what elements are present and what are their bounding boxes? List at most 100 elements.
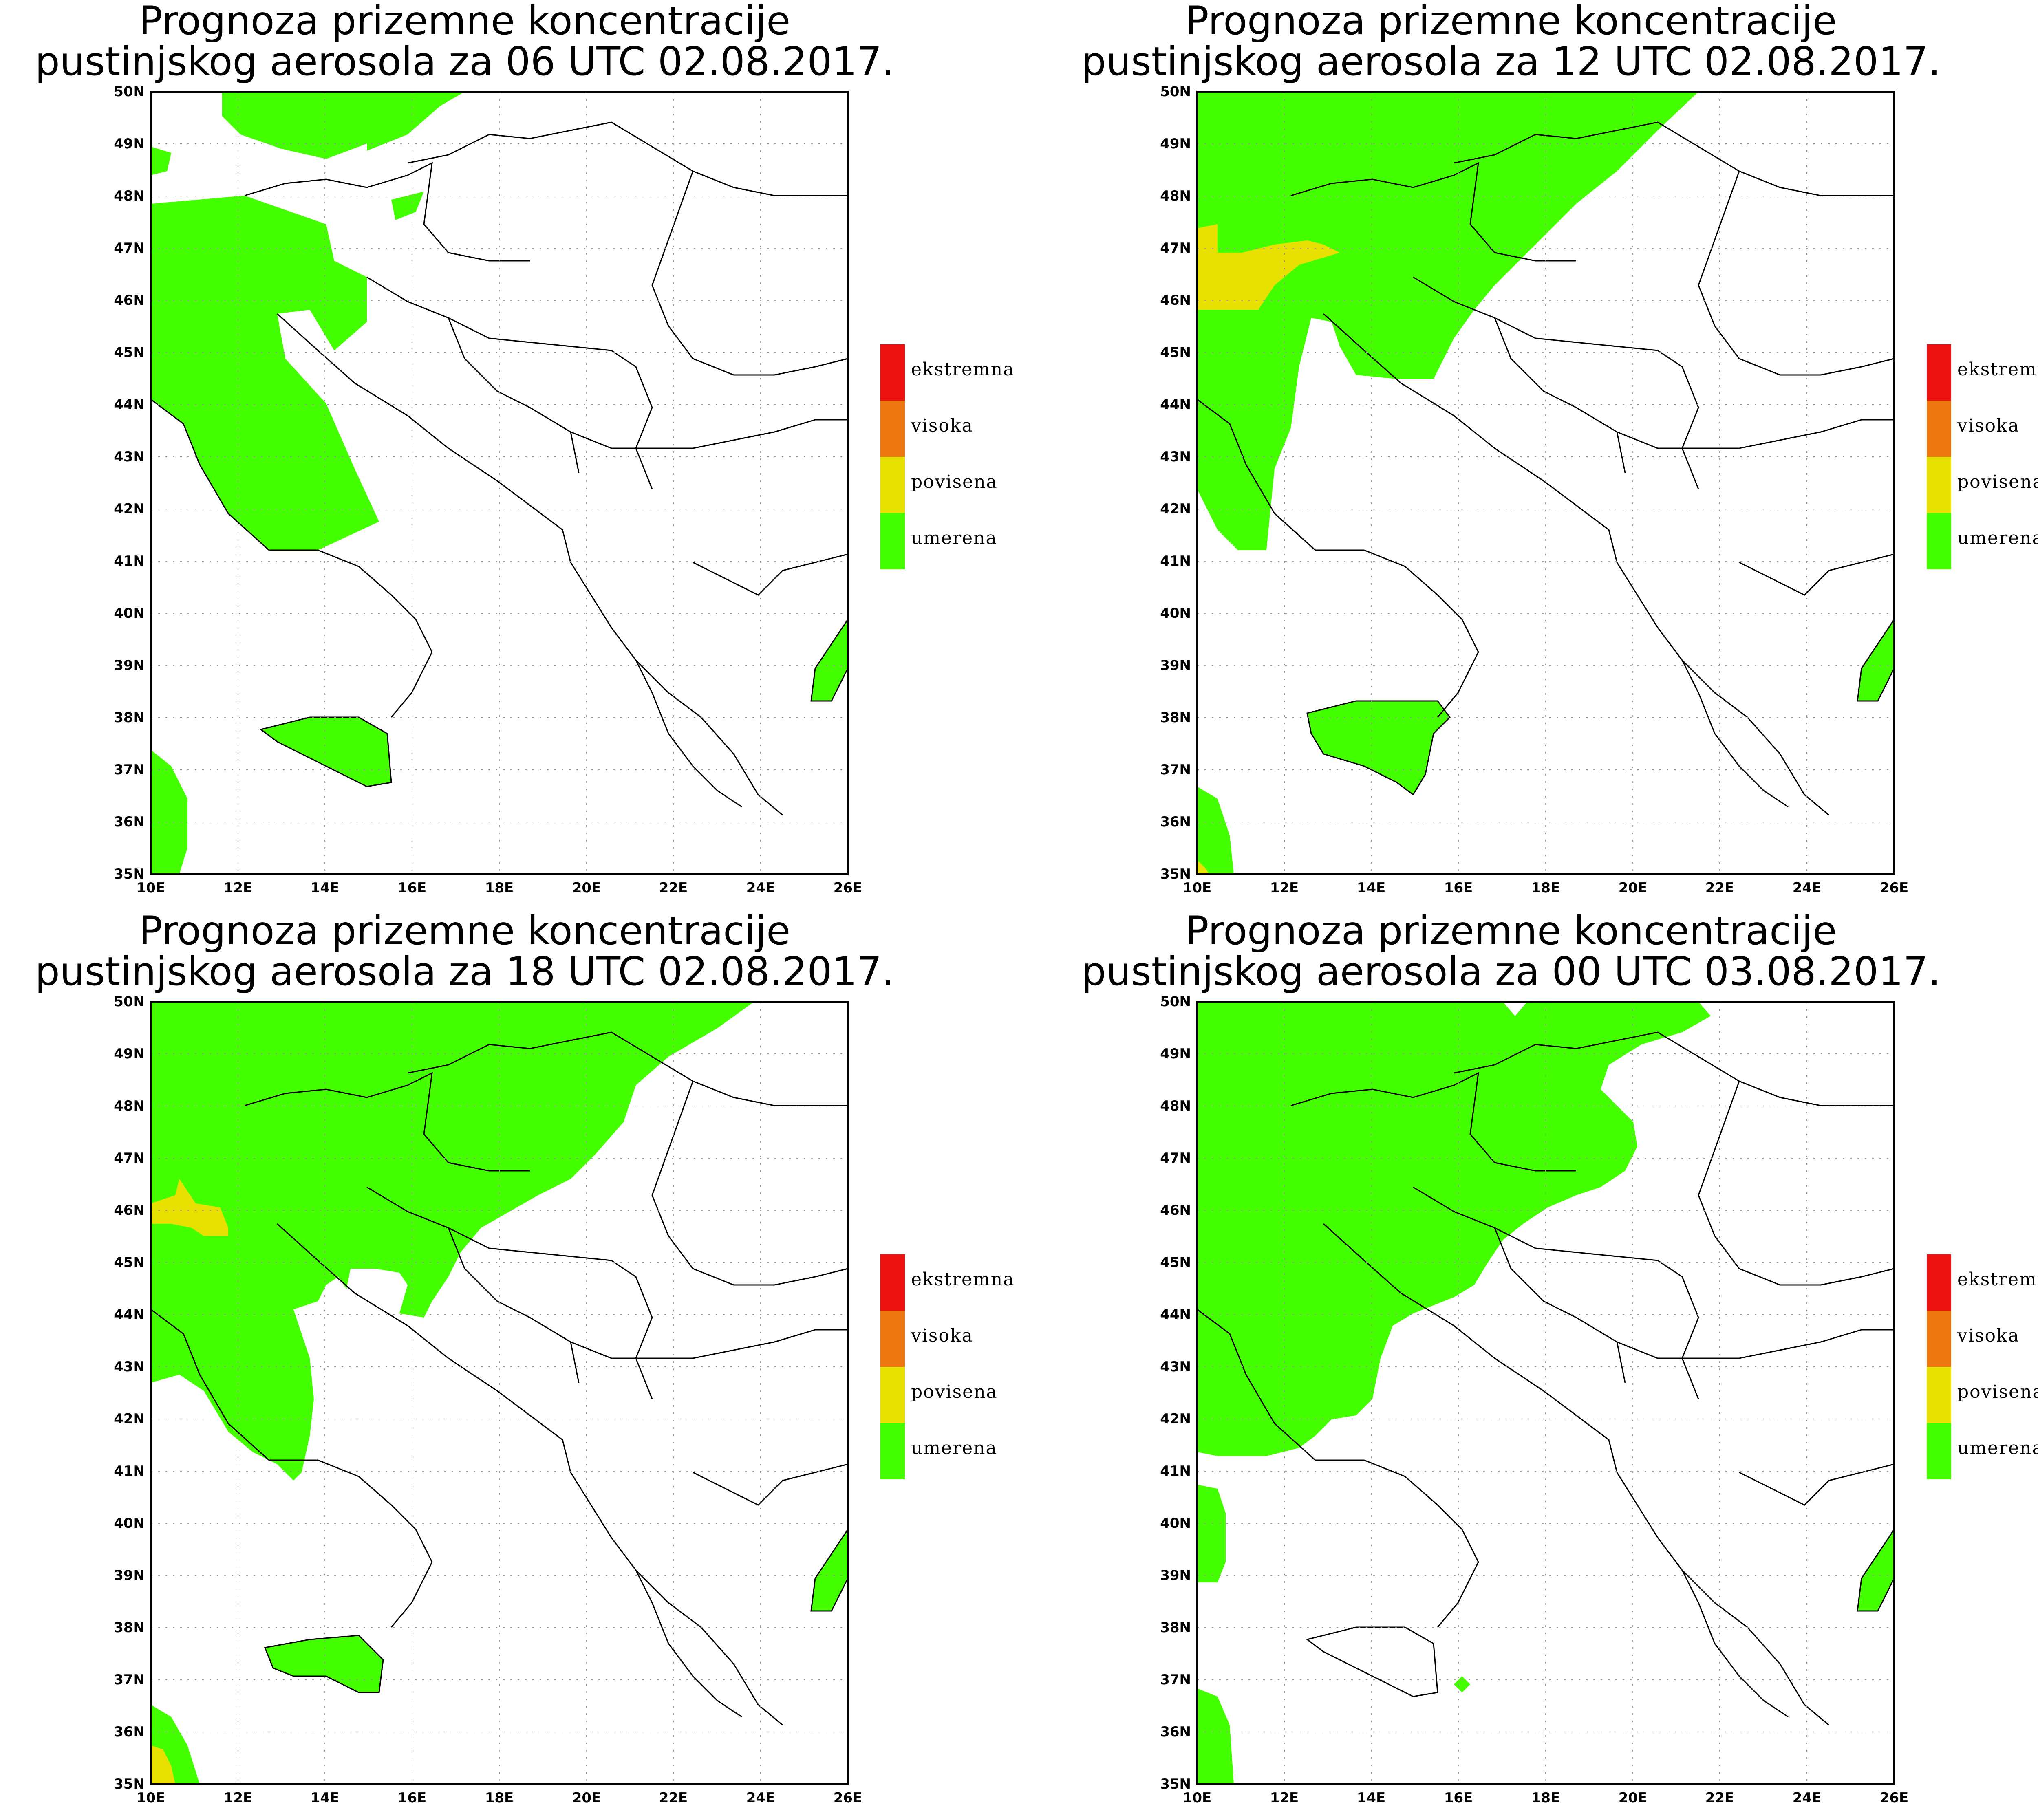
lat-label: 50N	[1160, 994, 1191, 1010]
legend-swatch-visoka	[1927, 401, 1951, 457]
lon-label: 24E	[746, 1790, 775, 1806]
legend-swatch-umerena	[880, 513, 905, 569]
lat-label: 47N	[1160, 1150, 1191, 1166]
lat-label: 35N	[1160, 1776, 1191, 1792]
lat-label: 39N	[114, 657, 145, 674]
lon-label: 18E	[1531, 1790, 1560, 1806]
lat-label: 43N	[114, 1359, 145, 1375]
lat-label: 38N	[1160, 709, 1191, 726]
lon-label: 24E	[746, 880, 775, 896]
legend-swatch-umerena	[1927, 513, 1951, 569]
lat-label: 37N	[114, 1672, 145, 1688]
lat-label: 38N	[114, 709, 145, 726]
lat-label: 38N	[114, 1619, 145, 1636]
legend-label: ekstremna	[1957, 1269, 2038, 1290]
lon-label: 12E	[1270, 880, 1299, 896]
gridlines	[151, 92, 848, 874]
lon-label: 16E	[1444, 1790, 1473, 1806]
lat-label: 44N	[1160, 1307, 1191, 1323]
longitude-axis: 10E 12E 14E 16E 18E 20E 22E 24E 26E	[137, 880, 862, 896]
forecast-panel-00utc: Prognoza prizemne koncentracije pustinjs…	[1046, 910, 2038, 1820]
panel-title-line1: Prognoza prizemne koncentracije	[139, 0, 791, 44]
lat-label: 42N	[1160, 501, 1191, 517]
legend-label: ekstremna	[911, 1269, 1015, 1290]
map-area	[1196, 1001, 1895, 1785]
lat-label: 47N	[114, 240, 145, 256]
lat-label: 43N	[114, 449, 145, 465]
coastlines	[1197, 1031, 1895, 1726]
legend-label: visoka	[1957, 415, 2020, 436]
lat-label: 49N	[1160, 136, 1191, 152]
lon-label: 16E	[398, 1790, 427, 1806]
legend-swatch-visoka	[880, 1311, 905, 1367]
latitude-axis: 50N 49N 48N 47N 46N 45N 44N 43N 42N 41N …	[114, 84, 145, 882]
legend-label: povisena	[911, 472, 998, 492]
legend-swatch-ekstremna	[1927, 344, 1951, 401]
forecast-panel-06utc: Prognoza prizemne koncentracije pustinjs…	[0, 0, 1046, 910]
lon-label: 20E	[572, 880, 601, 896]
lat-label: 49N	[1160, 1046, 1191, 1062]
lon-label: 18E	[485, 880, 514, 896]
coastlines	[1197, 121, 1895, 816]
lon-label: 16E	[398, 880, 427, 896]
legend: ekstremna visoka povisena umerena	[1927, 344, 2038, 569]
map-frame	[1196, 1001, 1895, 1785]
lon-label: 18E	[1531, 880, 1560, 896]
lat-label: 45N	[114, 344, 145, 361]
lat-label: 47N	[1160, 240, 1191, 256]
lon-label: 10E	[1183, 1790, 1212, 1806]
lat-label: 50N	[114, 994, 145, 1010]
coastlines	[150, 121, 849, 816]
gridlines	[151, 1002, 848, 1784]
lon-label: 22E	[1705, 1790, 1734, 1806]
lat-label: 37N	[114, 762, 145, 778]
legend-label: visoka	[1957, 1325, 2020, 1346]
lon-label: 26E	[1880, 880, 1909, 896]
lon-label: 14E	[311, 1790, 340, 1806]
lat-label: 36N	[1160, 1724, 1191, 1740]
lat-label: 35N	[114, 866, 145, 882]
lon-label: 14E	[1357, 880, 1386, 896]
lat-label: 45N	[1160, 344, 1191, 361]
lat-label: 40N	[114, 605, 145, 621]
gridlines	[1197, 1002, 1894, 1784]
lat-label: 36N	[114, 814, 145, 830]
lon-label: 20E	[572, 1790, 601, 1806]
lat-label: 48N	[1160, 188, 1191, 204]
lat-label: 49N	[114, 136, 145, 152]
lat-label: 38N	[1160, 1619, 1191, 1636]
povisena-zone	[151, 1179, 228, 1784]
lon-label: 24E	[1793, 1790, 1822, 1806]
longitude-axis: 10E 12E 14E 16E 18E 20E 22E 24E 26E	[1183, 880, 1909, 896]
panel-title-line2: pustinjskog aerosola za 00 UTC 03.08.201…	[1081, 949, 1941, 994]
map-area	[1196, 91, 1895, 875]
legend-label: umerena	[911, 528, 997, 549]
umerena-zone	[1197, 92, 1894, 874]
lat-label: 48N	[114, 1098, 145, 1114]
lat-label: 46N	[1160, 1202, 1191, 1218]
lon-label: 22E	[659, 880, 688, 896]
legend-label: povisena	[1957, 1382, 2038, 1402]
legend: ekstremna visoka povisena umerena	[880, 344, 1014, 569]
lat-label: 45N	[114, 1254, 145, 1271]
lon-label: 22E	[659, 1790, 688, 1806]
lat-label: 49N	[114, 1046, 145, 1062]
lat-label: 48N	[1160, 1098, 1191, 1114]
lat-label: 46N	[1160, 292, 1191, 308]
legend: ekstremna visoka povisena umerena	[1927, 1254, 2038, 1479]
panel-title-line1: Prognoza prizemne koncentracije	[139, 910, 791, 954]
lat-label: 37N	[1160, 762, 1191, 778]
lat-label: 44N	[114, 397, 145, 413]
legend-swatch-ekstremna	[1927, 1254, 1951, 1311]
legend-swatch-umerena	[1927, 1423, 1951, 1479]
lon-label: 20E	[1619, 880, 1648, 896]
lat-label: 41N	[114, 553, 145, 569]
panel-title-line2: pustinjskog aerosola za 18 UTC 02.08.201…	[35, 949, 894, 994]
lat-label: 39N	[1160, 1567, 1191, 1584]
legend-label: umerena	[911, 1438, 997, 1459]
lon-label: 24E	[1793, 880, 1822, 896]
legend-label: umerena	[1957, 1438, 2038, 1459]
forecast-panel-12utc: Prognoza prizemne koncentracije pustinjs…	[1046, 0, 2038, 910]
latitude-axis: 50N 49N 48N 47N 46N 45N 44N 43N 42N 41N …	[1160, 84, 1191, 882]
lon-label: 10E	[137, 1790, 165, 1806]
